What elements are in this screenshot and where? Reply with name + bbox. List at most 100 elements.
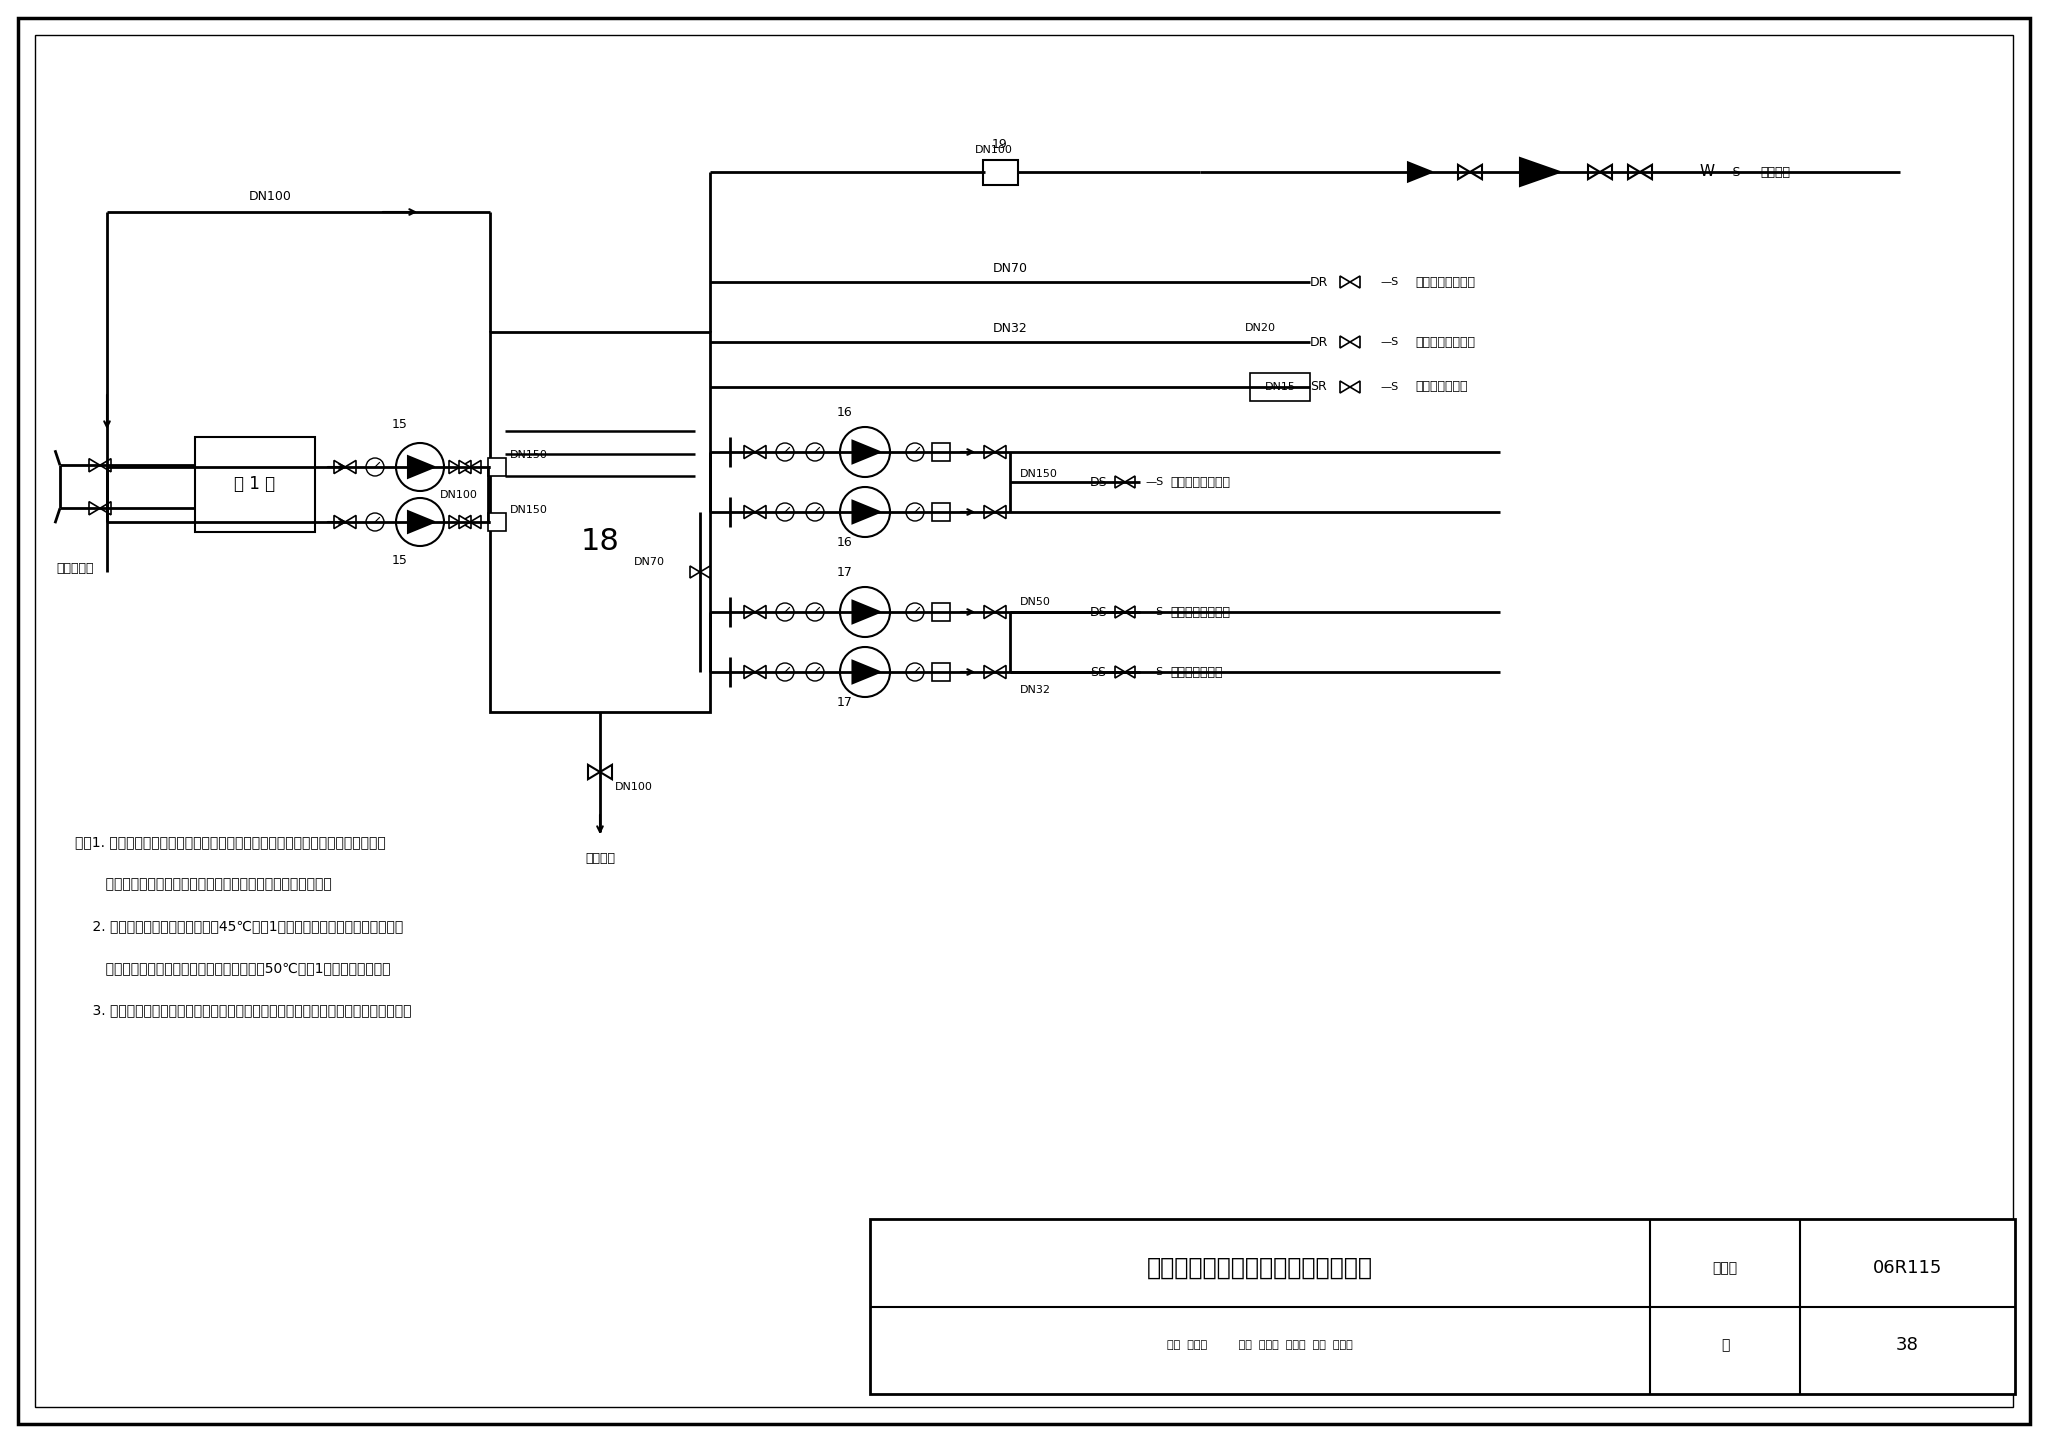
Text: DN20: DN20 <box>1245 323 1276 333</box>
Text: 15: 15 <box>391 418 408 431</box>
Text: DN100: DN100 <box>440 489 477 499</box>
Polygon shape <box>1409 163 1432 182</box>
Polygon shape <box>1458 164 1470 179</box>
Circle shape <box>367 513 385 531</box>
Polygon shape <box>995 505 1006 519</box>
Polygon shape <box>1350 336 1360 348</box>
Polygon shape <box>600 764 612 779</box>
Text: 接高区热水回水管: 接高区热水回水管 <box>1415 275 1475 288</box>
Polygon shape <box>408 512 434 532</box>
Polygon shape <box>995 606 1006 619</box>
Circle shape <box>840 487 891 536</box>
Circle shape <box>807 603 823 622</box>
Bar <box>983 160 1018 185</box>
Text: DR: DR <box>1311 336 1329 349</box>
Circle shape <box>776 443 795 461</box>
Text: 至蓄水沟: 至蓄水沟 <box>586 852 614 865</box>
Polygon shape <box>756 606 766 619</box>
Text: DN100: DN100 <box>975 146 1014 154</box>
Circle shape <box>395 443 444 490</box>
Text: 3. 热水蓄水箱采用组合式不锈钢水箱，热水管道采用铜塑复合材料，外用橡塑保温。: 3. 热水蓄水箱采用组合式不锈钢水箱，热水管道采用铜塑复合材料，外用橡塑保温。 <box>76 1004 412 1017</box>
Bar <box>932 503 950 521</box>
Text: 〈 1 〉: 〈 1 〉 <box>233 476 276 493</box>
Polygon shape <box>852 441 881 463</box>
Circle shape <box>776 603 795 622</box>
Text: W: W <box>1700 164 1714 179</box>
Text: DR: DR <box>1311 275 1329 288</box>
Polygon shape <box>469 460 481 473</box>
Text: 17: 17 <box>838 695 852 708</box>
Bar <box>487 459 506 476</box>
Text: DN32: DN32 <box>1020 685 1051 695</box>
Text: 38: 38 <box>1896 1335 1919 1354</box>
Text: 接高区热水供水管: 接高区热水供水管 <box>1169 476 1231 489</box>
Polygon shape <box>1628 164 1640 179</box>
Polygon shape <box>852 500 881 523</box>
Polygon shape <box>1124 666 1135 678</box>
Text: DS: DS <box>1090 476 1108 489</box>
Bar <box>870 1218 2015 1394</box>
Circle shape <box>905 603 924 622</box>
Polygon shape <box>995 446 1006 459</box>
Text: SR: SR <box>1311 381 1327 394</box>
Text: —S: —S <box>1380 277 1399 287</box>
Bar <box>932 443 950 461</box>
Polygon shape <box>983 606 995 619</box>
Text: DN150: DN150 <box>1020 469 1059 479</box>
Polygon shape <box>344 515 356 529</box>
Text: —S: —S <box>1145 607 1163 617</box>
Text: 17: 17 <box>838 565 852 578</box>
Text: DS: DS <box>1090 606 1108 619</box>
Polygon shape <box>1339 336 1350 348</box>
Polygon shape <box>1470 164 1483 179</box>
Polygon shape <box>449 515 461 529</box>
Circle shape <box>807 443 823 461</box>
Circle shape <box>840 587 891 637</box>
Polygon shape <box>1640 164 1653 179</box>
Polygon shape <box>743 665 756 679</box>
Circle shape <box>905 503 924 521</box>
Polygon shape <box>1520 159 1561 186</box>
Circle shape <box>840 427 891 477</box>
Polygon shape <box>344 460 356 473</box>
Circle shape <box>395 497 444 547</box>
Polygon shape <box>1114 606 1124 619</box>
Polygon shape <box>1124 606 1135 619</box>
Text: —S: —S <box>1380 337 1399 348</box>
Text: 19: 19 <box>991 137 1008 150</box>
Text: 16: 16 <box>838 535 852 548</box>
Circle shape <box>807 663 823 681</box>
Polygon shape <box>449 460 461 473</box>
Text: 审核  赵庆珠         校对  赵晓宇  袁晓宇  设计  沈斯博: 审核 赵庆珠 校对 赵晓宇 袁晓宇 设计 沈斯博 <box>1167 1340 1354 1350</box>
Polygon shape <box>756 505 766 519</box>
Text: DN32: DN32 <box>993 322 1028 335</box>
Polygon shape <box>100 459 111 472</box>
Text: SS: SS <box>1090 666 1106 679</box>
Text: DN50: DN50 <box>1020 597 1051 607</box>
Text: DN70: DN70 <box>635 557 666 567</box>
Polygon shape <box>1114 666 1124 678</box>
Polygon shape <box>1350 275 1360 288</box>
Text: 多井宾馆冷热源机房生活热水系统图: 多井宾馆冷热源机房生活热水系统图 <box>1147 1256 1372 1280</box>
Text: 热水蓄水箱液位计位于高位时，补水电动阀关闭，停止补水。: 热水蓄水箱液位计位于高位时，补水电动阀关闭，停止补水。 <box>76 877 332 891</box>
Polygon shape <box>88 459 100 472</box>
Polygon shape <box>743 606 756 619</box>
Polygon shape <box>100 502 111 515</box>
Polygon shape <box>743 505 756 519</box>
Text: DN150: DN150 <box>510 505 549 515</box>
Text: 接游泳池回水管: 接游泳池回水管 <box>1415 381 1468 394</box>
Polygon shape <box>334 460 344 473</box>
Circle shape <box>905 443 924 461</box>
Bar <box>932 603 950 622</box>
Polygon shape <box>756 665 766 679</box>
Polygon shape <box>690 567 700 578</box>
Polygon shape <box>1587 164 1599 179</box>
Bar <box>932 663 950 681</box>
Text: —S: —S <box>1380 382 1399 392</box>
Polygon shape <box>1124 476 1135 487</box>
Polygon shape <box>983 446 995 459</box>
Polygon shape <box>995 665 1006 679</box>
Polygon shape <box>334 515 344 529</box>
Polygon shape <box>459 515 469 529</box>
Polygon shape <box>469 515 481 529</box>
